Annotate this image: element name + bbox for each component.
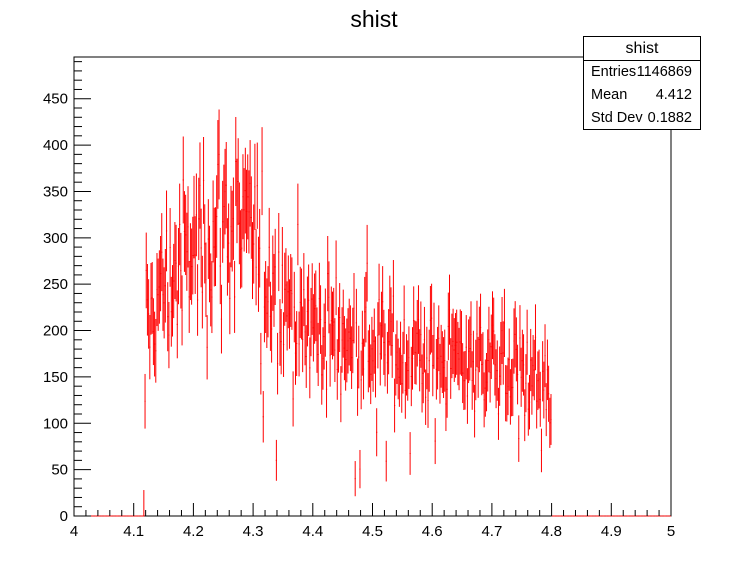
plot-frame [73, 56, 672, 517]
x-axis-tick-label: 4.7 [481, 523, 502, 540]
x-axis-tick-label: 4.9 [601, 523, 622, 540]
plot-area-border [73, 56, 672, 517]
x-axis-tick-label: 5 [667, 523, 675, 540]
stats-row-mean: Mean 4.412 [584, 84, 700, 107]
stats-entries-value: 1146869 [636, 64, 692, 80]
stats-stddev-value: 0.1882 [647, 110, 692, 126]
y-axis-tick-label: 450 [43, 91, 68, 108]
x-axis-tick-label: 4.6 [422, 523, 443, 540]
x-axis-tick-label: 4.1 [123, 523, 144, 540]
stats-mean-value: 4.412 [655, 87, 692, 103]
stats-box-title: shist [584, 37, 700, 61]
x-axis-tick-label: 4 [70, 523, 78, 540]
y-axis-tick-label: 50 [51, 462, 68, 479]
stats-row-entries: Entries 1146869 [584, 61, 700, 84]
y-axis-tick-label: 300 [43, 230, 68, 247]
y-axis-tick-label: 100 [43, 415, 68, 432]
y-axis-tick-label: 350 [43, 183, 68, 200]
y-axis-tick-label: 150 [43, 369, 68, 386]
stats-stddev-label: Std Dev [591, 110, 643, 126]
y-axis-tick-label: 250 [43, 276, 68, 293]
stats-row-stddev: Std Dev 0.1882 [584, 107, 700, 130]
y-axis-tick-label: 0 [60, 508, 68, 525]
x-axis-tick-label: 4.2 [183, 523, 204, 540]
stats-mean-label: Mean [591, 87, 628, 103]
x-axis-tick-label: 4.3 [243, 523, 264, 540]
histogram-bins [74, 109, 671, 517]
stats-box: shist Entries 1146869 Mean 4.412 Std Dev… [583, 36, 701, 130]
y-axis-tick-label: 200 [43, 323, 68, 340]
axes: 4 4.1 4.2 4.3 4.4 4.5 4.6 4.7 4.8 4.9 505010015020… [43, 61, 675, 540]
x-axis-tick-label: 4.5 [362, 523, 383, 540]
chart-title: shist [350, 6, 398, 32]
stats-entries-label: Entries [591, 64, 637, 80]
y-axis-tick-label: 400 [43, 137, 68, 154]
x-axis-tick-label: 4.8 [541, 523, 562, 540]
x-axis-tick-label: 4.4 [302, 523, 323, 540]
